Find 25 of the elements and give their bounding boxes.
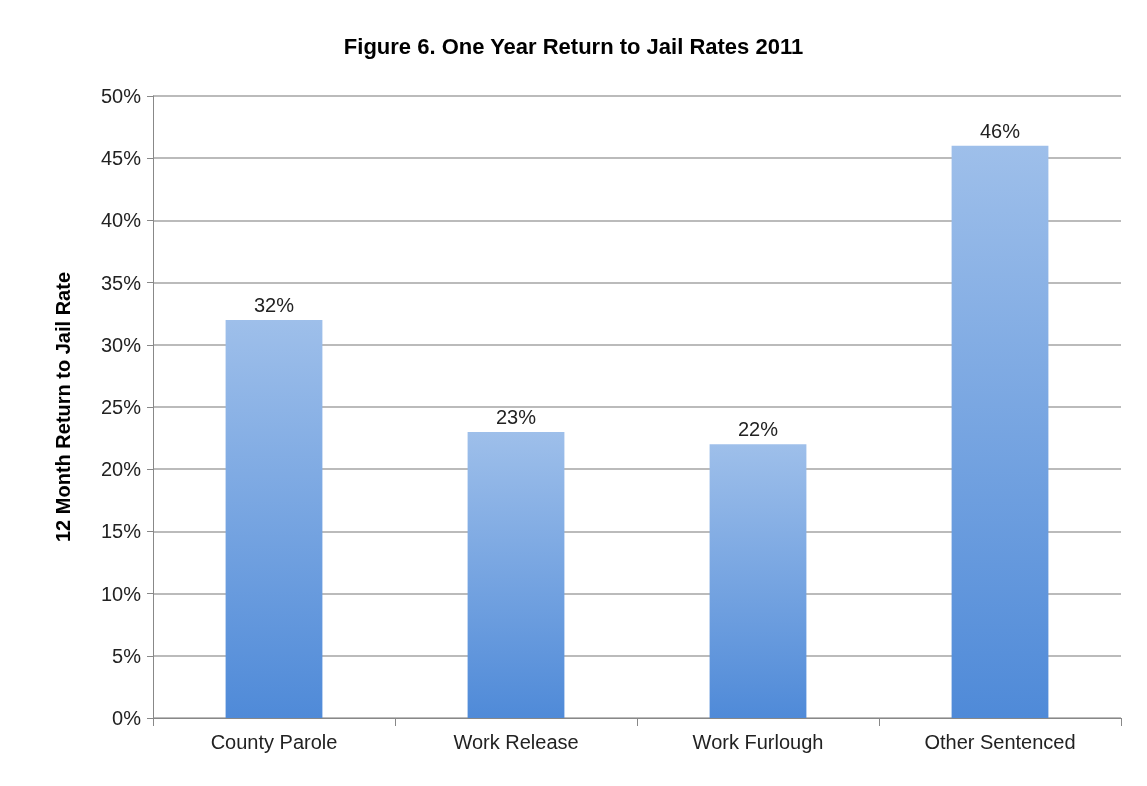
bar xyxy=(951,145,1049,718)
x-tick-label: Other Sentenced xyxy=(924,731,1076,753)
y-tick-label: 25% xyxy=(100,396,142,418)
data-label: 46% xyxy=(979,119,1021,142)
y-tick-label: 50% xyxy=(100,85,142,107)
bar xyxy=(709,444,807,718)
data-label: 23% xyxy=(495,405,537,428)
x-tick-label: Work Furlough xyxy=(692,731,824,753)
y-tick-label: 45% xyxy=(100,147,142,170)
data-label: 32% xyxy=(253,293,295,316)
y-tick-label: 20% xyxy=(100,458,142,481)
y-tick-label: 40% xyxy=(100,209,142,232)
x-tick-label: Work Release xyxy=(453,731,579,753)
y-tick-label: 35% xyxy=(100,271,142,294)
bar xyxy=(467,431,565,718)
y-tick-label: 0% xyxy=(112,707,142,729)
bar xyxy=(225,319,323,718)
data-label: 22% xyxy=(737,418,779,441)
y-axis-title: 12 Month Return to Jail Rate xyxy=(52,271,74,543)
y-tick-label: 15% xyxy=(100,520,142,543)
y-tick-label: 5% xyxy=(112,644,142,667)
chart-title: Figure 6. One Year Return to Jail Rates 2011 xyxy=(343,33,804,59)
y-tick-label: 30% xyxy=(100,333,142,356)
x-tick-label: County Parole xyxy=(210,731,338,753)
y-tick-label: 10% xyxy=(100,582,142,605)
